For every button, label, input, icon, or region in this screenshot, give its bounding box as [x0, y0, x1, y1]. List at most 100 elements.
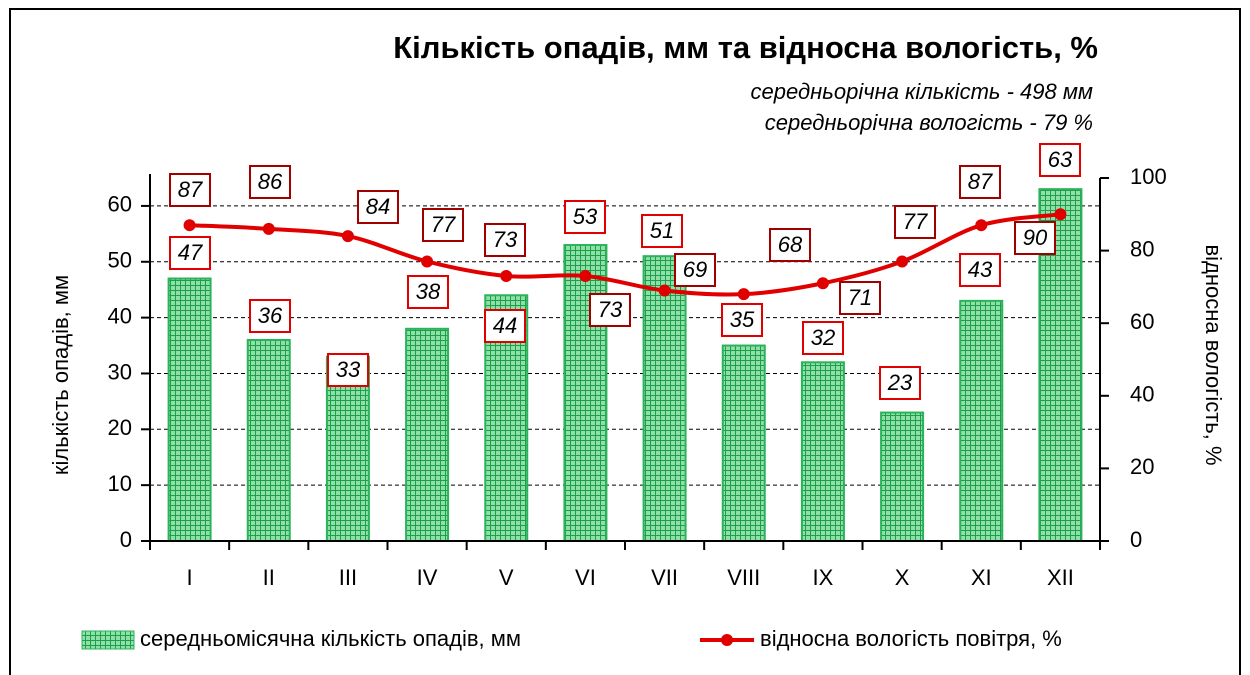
bar — [721, 344, 766, 542]
y2-tick-label: 20 — [1130, 454, 1154, 479]
data-label: 71 — [848, 285, 872, 310]
bar — [405, 327, 450, 542]
y2-tick-label: 80 — [1130, 236, 1154, 261]
label-box — [422, 208, 464, 242]
label-box — [484, 223, 526, 257]
bar — [959, 299, 1004, 542]
bar — [563, 244, 608, 542]
data-label: 35 — [730, 307, 755, 332]
data-label: 36 — [258, 303, 283, 328]
y-tick-label: 30 — [108, 359, 132, 384]
label-box — [249, 299, 291, 333]
x-tick-label: VIII — [727, 565, 760, 590]
x-tick-label: X — [895, 565, 910, 590]
data-label: 47 — [178, 240, 203, 265]
label-box — [484, 309, 526, 343]
y-tick-label: 0 — [120, 527, 132, 552]
bar — [167, 277, 212, 542]
label-box — [959, 165, 1001, 199]
label-box — [721, 303, 763, 337]
data-label: 51 — [650, 218, 674, 243]
subtitle: середньорічна кількість - 498 мм — [751, 79, 1093, 104]
marker — [183, 219, 196, 232]
data-label: 73 — [598, 297, 623, 322]
bar — [800, 361, 845, 542]
x-tick-label: IV — [417, 565, 438, 590]
data-label: 38 — [416, 279, 441, 304]
label-box — [1014, 221, 1056, 255]
marker — [816, 277, 829, 290]
y2-tick-label: 40 — [1130, 382, 1154, 407]
y2-tick-label: 100 — [1130, 164, 1167, 189]
label-box — [249, 165, 291, 199]
data-label: 77 — [903, 209, 928, 234]
bar — [880, 411, 925, 542]
label-box — [169, 173, 211, 207]
data-label: 87 — [178, 177, 203, 202]
label-box — [169, 236, 211, 270]
x-tick-label: I — [187, 565, 193, 590]
y-axis-label: кількість опадів, мм — [48, 275, 73, 475]
y-tick-label: 20 — [108, 415, 132, 440]
data-label: 69 — [683, 257, 707, 282]
x-tick-label: V — [499, 565, 514, 590]
label-box — [1039, 143, 1081, 177]
marker — [579, 270, 592, 283]
data-label: 84 — [366, 194, 390, 219]
label-box — [769, 228, 811, 262]
label-box — [839, 281, 881, 315]
data-label: 32 — [811, 325, 835, 350]
data-label: 44 — [493, 313, 517, 338]
bar — [246, 338, 291, 543]
marker — [896, 255, 909, 268]
data-label: 63 — [1048, 147, 1073, 172]
y-tick-label: 10 — [108, 471, 132, 496]
data-label: 23 — [887, 370, 913, 395]
label-box — [641, 214, 683, 248]
marker — [262, 222, 275, 235]
y2-axis-label: відносна вологість, % — [1201, 244, 1226, 465]
y-tick-label: 40 — [108, 303, 132, 328]
y-tick-label: 60 — [108, 192, 132, 217]
legend-swatch — [81, 630, 135, 650]
x-tick-label: XI — [971, 565, 992, 590]
subtitle: середньорічна вологість - 79 % — [765, 110, 1093, 135]
marker — [737, 288, 750, 301]
marker — [421, 255, 434, 268]
legend-marker — [721, 634, 733, 646]
y2-tick-label: 0 — [1130, 527, 1142, 552]
label-box — [564, 200, 606, 234]
data-label: 73 — [493, 227, 518, 252]
data-label: 77 — [431, 212, 456, 237]
label-box — [327, 353, 369, 387]
y-tick-label: 50 — [108, 248, 132, 273]
y2-tick-label: 60 — [1130, 309, 1154, 334]
marker — [658, 284, 671, 297]
x-tick-label: VI — [575, 565, 596, 590]
marker — [500, 270, 513, 283]
x-tick-label: II — [263, 565, 275, 590]
label-box — [894, 205, 936, 239]
marker — [1054, 208, 1067, 221]
label-box — [357, 190, 399, 224]
legend-label: відносна вологість повітря, % — [760, 626, 1062, 651]
data-label: 87 — [968, 169, 993, 194]
label-box — [959, 253, 1001, 287]
legend-label: середньомісячна кількість опадів, мм — [140, 626, 521, 651]
x-tick-label: VII — [651, 565, 678, 590]
marker — [341, 230, 354, 243]
label-box — [674, 253, 716, 287]
frame — [9, 8, 1241, 675]
x-tick-label: IX — [813, 565, 834, 590]
data-label: 53 — [573, 204, 598, 229]
x-tick-label: XII — [1047, 565, 1074, 590]
marker — [975, 219, 988, 232]
label-box — [589, 293, 631, 327]
label-box — [879, 366, 921, 400]
data-label: 90 — [1023, 225, 1048, 250]
bar — [642, 255, 687, 542]
data-label: 68 — [778, 232, 803, 257]
data-label: 43 — [968, 257, 993, 282]
data-label: 33 — [336, 357, 361, 382]
